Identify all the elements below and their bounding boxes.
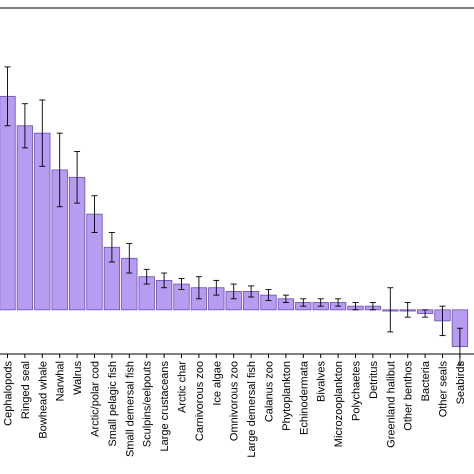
error-bar-2: [39, 99, 46, 167]
error-bar-3: [56, 132, 63, 208]
error-bar-18: [317, 298, 324, 307]
error-bar-13: [230, 283, 237, 300]
x-tick-label-15: Calanus zoo: [264, 361, 276, 422]
x-tick-label-6: Small pelagic fish: [107, 361, 119, 447]
x-tick-label-16: Phytoplankton: [281, 361, 293, 431]
x-tick-label-14: Large demersal fish: [246, 361, 258, 458]
error-bar-16: [282, 294, 289, 303]
x-tick-label-19: Microzooplankton: [333, 361, 345, 447]
error-bar-10: [178, 278, 185, 291]
x-tick-label-9: Large crustaceans: [159, 361, 171, 452]
error-bar-11: [195, 276, 202, 300]
x-tick-label-20: Polychaetes: [351, 361, 363, 421]
x-tick-label-8: Sculpins/eelpouts: [142, 361, 154, 448]
x-tick-label-10: Arctic char: [177, 361, 189, 413]
bars: [0, 95, 469, 348]
error-bar-6: [108, 232, 115, 263]
error-bar-14: [248, 285, 255, 298]
x-tick-label-26: Seabirds: [455, 361, 467, 405]
error-bar-5: [91, 195, 98, 233]
error-bar-19: [335, 298, 342, 307]
plot-area: Cephalopods Ringed seal Bowhead whale Narwh…: [0, 7, 474, 458]
x-tick-label-25: Other seals: [438, 361, 450, 418]
x-tick-label-2: Bowhead whale: [37, 361, 49, 439]
x-tick-label-0: Cephalopods: [3, 361, 15, 426]
x-tick-label-1: Ringed seal: [20, 361, 32, 419]
x-tick-label-11: Carnivorous zoo: [194, 361, 206, 441]
error-bar-9: [161, 272, 168, 289]
error-bar-12: [213, 279, 220, 296]
x-tick-label-21: Detritus: [368, 361, 380, 399]
x-tick-label-13: Omnivorous zoo: [229, 361, 241, 441]
x-tick-label-17: Echinodermata: [298, 360, 310, 435]
error-bar-21: [369, 302, 376, 311]
bar-0: [0, 95, 16, 311]
error-bar-7: [126, 243, 133, 274]
error-bar-8: [143, 268, 150, 285]
x-tick-label-4: Walrus: [72, 361, 84, 395]
x-tick-label-7: Small demersal fish: [124, 361, 136, 457]
x-tick-label-12: Ice algae: [211, 361, 223, 406]
error-bar-17: [300, 298, 307, 307]
x-tick-label-24: Bacteria: [420, 360, 432, 401]
error-bar-24: [422, 309, 429, 318]
x-ticks: [7, 354, 461, 358]
x-tick-labels: Cephalopods Ringed seal Bowhead whale Narwh…: [3, 360, 467, 457]
x-tick-label-23: Other benthos: [403, 361, 415, 431]
error-bars: [4, 66, 463, 366]
error-bar-4: [74, 151, 81, 204]
error-bar-20: [352, 302, 359, 311]
x-tick-label-5: Arctic/polar cod: [90, 361, 102, 437]
x-tick-label-3: Narwhal: [55, 361, 67, 401]
error-bar-26: [456, 327, 463, 366]
error-bar-23: [404, 302, 411, 318]
x-tick-label-18: Bivalves: [316, 361, 328, 402]
bar-1: [16, 125, 34, 311]
error-bar-15: [265, 289, 272, 302]
error-bar-25: [439, 305, 446, 337]
error-bar-22: [387, 287, 394, 333]
error-bar-0: [4, 66, 11, 127]
x-tick-label-22: Greenland halibut: [385, 361, 397, 448]
error-bar-1: [21, 103, 28, 149]
